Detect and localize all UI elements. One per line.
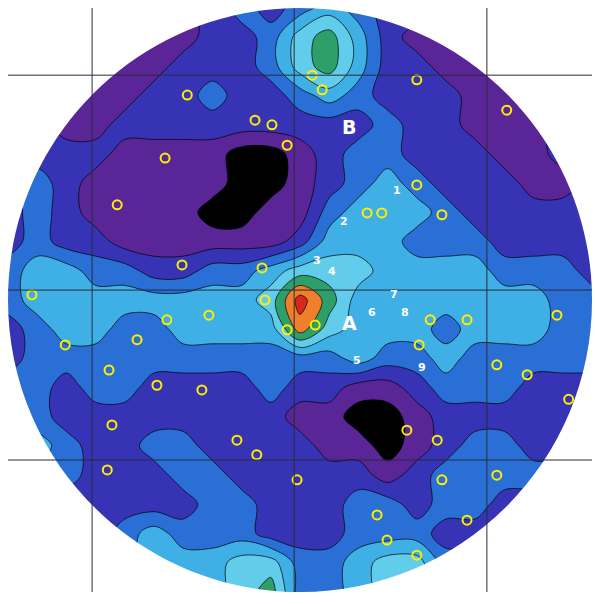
svg-text:5: 5 [353,354,361,367]
svg-text:6: 6 [368,306,376,319]
svg-text:3: 3 [313,254,321,267]
svg-text:7: 7 [390,288,398,301]
svg-text:4: 4 [328,265,336,278]
svg-text:A: A [342,312,357,334]
svg-text:9: 9 [418,361,426,374]
svg-text:8: 8 [401,306,409,319]
svg-text:2: 2 [340,215,348,228]
svg-text:B: B [342,116,356,138]
svg-text:1: 1 [393,184,401,197]
